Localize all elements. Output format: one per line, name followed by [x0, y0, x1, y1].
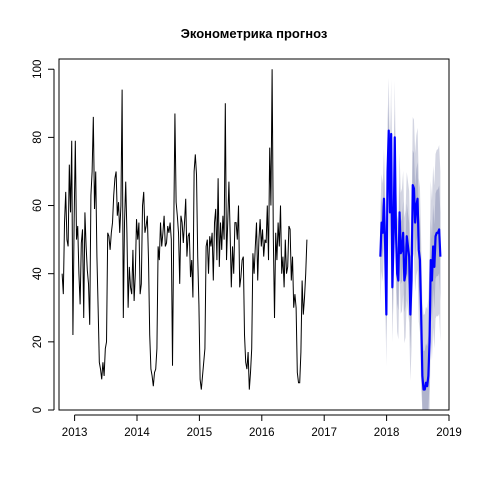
y-axis: 0 20 40 60 80 100	[32, 60, 55, 413]
y-tick-label: 40	[32, 267, 44, 280]
x-tick-label: 2019	[436, 427, 462, 439]
x-tick-label: 2016	[249, 427, 275, 439]
x-tick-label: 2014	[124, 427, 150, 439]
y-tick-label: 20	[32, 335, 44, 348]
forecast-interval-bands	[380, 77, 441, 410]
x-tick-label: 2015	[187, 427, 213, 439]
series-line-history	[61, 69, 308, 390]
x-axis: 2013 2014 2015 2016 2017 2018 2019	[62, 414, 462, 439]
x-tick-label: 2017	[311, 427, 337, 439]
x-tick-label: 2013	[62, 427, 88, 439]
y-tick-label: 0	[32, 407, 44, 413]
y-tick-label: 60	[32, 199, 44, 212]
chart-title: Эконометрика прогноз	[181, 26, 328, 41]
series-lines	[61, 69, 442, 391]
series-line-forecast	[379, 129, 442, 391]
y-tick-label: 100	[32, 60, 44, 79]
x-tick-label: 2018	[374, 427, 400, 439]
y-tick-label: 80	[32, 131, 44, 144]
plot-frame	[58, 58, 450, 411]
